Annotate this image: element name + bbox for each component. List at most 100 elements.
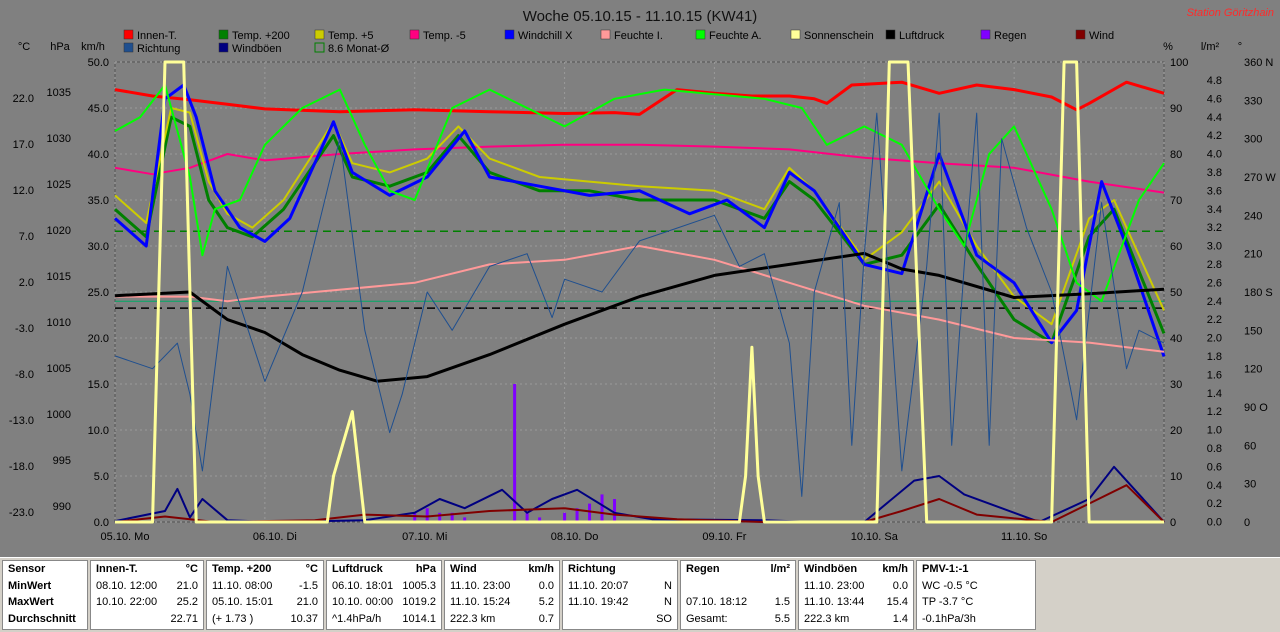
series-innen-t- xyxy=(114,80,1165,116)
stats-row: 11.10. 15:24 5.2 xyxy=(445,594,559,611)
stats-cell-label: 11.10. 19:42 xyxy=(568,596,629,608)
stats-cell-label: Windböen xyxy=(804,563,858,575)
legend-label: 8.6 Monat-Ø xyxy=(328,43,390,55)
stats-cell-label: 222.3 km xyxy=(804,612,850,625)
humidity-tick-label: 30 xyxy=(1170,379,1182,391)
station-name: Station Göritzhain xyxy=(1187,7,1274,19)
stats-cell-label: 10.10. 00:00 xyxy=(332,596,394,608)
legend-swatch xyxy=(314,42,325,53)
temp-tick-label: 2.0 xyxy=(19,277,34,289)
direction-tick-label: 330 xyxy=(1244,95,1262,107)
stats-cell-value: °C xyxy=(305,563,318,575)
rain-tick-label: 2.6 xyxy=(1207,277,1222,289)
stats-cell-value: -1.5 xyxy=(299,579,318,592)
series-temp-5 xyxy=(114,143,1165,194)
rain-bar xyxy=(538,517,542,522)
temp-tick-label: -23.0 xyxy=(9,507,34,519)
legend-swatch xyxy=(980,29,991,40)
rain-bar xyxy=(563,512,567,522)
pressure-tick-label: 1035 xyxy=(47,87,71,99)
day-tick-label: 08.10. Do xyxy=(551,531,599,543)
axis-unit-label: hPa xyxy=(50,41,70,53)
legend-swatch xyxy=(504,29,515,40)
stats-row: 07.10. 18:12 1.5 xyxy=(681,594,795,611)
stats-cell-label: Regen xyxy=(686,563,720,575)
rain-tick-label: 2.2 xyxy=(1207,314,1222,326)
stats-column: Regen l/m² 07.10. 18:12 1.5 Gesamt: 5.5 xyxy=(680,560,796,630)
stats-header: Innen-T. °C xyxy=(91,561,203,578)
stats-cell-label: 11.10. 23:00 xyxy=(450,579,511,592)
rain-bar xyxy=(588,503,592,522)
stats-row: 222.3 km 0.7 xyxy=(445,611,559,628)
rain-tick-label: 3.6 xyxy=(1207,185,1222,197)
wind-tick-label: 40.0 xyxy=(88,149,109,161)
humidity-tick-label: 10 xyxy=(1170,471,1182,483)
legend-swatch xyxy=(885,29,896,40)
stats-cell-label: 222.3 km xyxy=(450,612,496,625)
rain-tick-label: 4.2 xyxy=(1207,130,1222,142)
rain-tick-label: 2.8 xyxy=(1207,259,1222,271)
rain-tick-label: 0.4 xyxy=(1207,480,1222,492)
stats-cell-value: 10.37 xyxy=(290,612,318,625)
series-temp-5 xyxy=(114,107,1165,326)
legend-label: Wind xyxy=(1089,30,1114,42)
stats-row: TP -3.7 °C xyxy=(917,594,1035,611)
wind-tick-label: 10.0 xyxy=(88,425,109,437)
stats-cell-label: Richtung xyxy=(568,563,616,575)
stats-cell-value: km/h xyxy=(882,563,908,575)
rain-bar xyxy=(600,494,604,522)
rain-tick-label: 1.4 xyxy=(1207,388,1222,400)
temp-tick-label: 17.0 xyxy=(13,139,34,151)
legend-label: Regen xyxy=(994,30,1026,42)
stats-row: 11.10. 23:00 0.0 xyxy=(445,578,559,595)
stats-cell-value: 0.7 xyxy=(538,612,554,625)
legend-swatch xyxy=(123,42,134,53)
rain-tick-label: 3.8 xyxy=(1207,167,1222,179)
legend-swatch xyxy=(600,29,611,40)
axis-unit-label: ° xyxy=(1238,41,1242,53)
stats-column: Wind km/h 11.10. 23:00 0.0 11.10. 15:24 5.2 22… xyxy=(444,560,560,630)
stats-cell-label: Luftdruck xyxy=(332,563,383,575)
temp-tick-label: 7.0 xyxy=(19,231,34,243)
rain-tick-label: 1.6 xyxy=(1207,369,1222,381)
series-luftdruck xyxy=(114,251,1165,383)
day-tick-label: 07.10. Mi xyxy=(402,531,447,543)
stats-cell-value: 0.0 xyxy=(538,579,554,592)
stats-cell-value: N xyxy=(664,579,672,592)
stats-header: Luftdruck hPa xyxy=(327,561,441,578)
wind-tick-label: 20.0 xyxy=(88,333,109,345)
legend-label: Feuchte A. xyxy=(709,30,762,42)
temp-tick-label: 22.0 xyxy=(13,93,34,105)
rain-bar xyxy=(575,508,579,522)
rain-tick-label: 4.8 xyxy=(1207,75,1222,87)
stats-cell-value: 1014.1 xyxy=(402,612,436,625)
stats-cell-value: 5.2 xyxy=(538,596,554,608)
pressure-tick-label: 1030 xyxy=(47,133,71,145)
series-richtung xyxy=(114,112,1165,497)
stats-cell-value: 15.4 xyxy=(886,596,908,608)
stats-cell-value: km/h xyxy=(528,563,554,575)
stats-cell-label: Gesamt: xyxy=(686,612,728,625)
stats-row: 08.10. 12:00 21.0 xyxy=(91,578,203,595)
wind-tick-label: 0.0 xyxy=(94,517,109,529)
humidity-tick-label: 90 xyxy=(1170,103,1182,115)
stats-row: 222.3 km 1.4 xyxy=(799,611,913,628)
rain-bar xyxy=(513,384,517,522)
temp-tick-label: -18.0 xyxy=(9,461,34,473)
stats-header: Richtung xyxy=(563,561,677,578)
stats-cell-label: 07.10. 18:12 xyxy=(686,596,748,608)
legend-swatch xyxy=(218,29,229,40)
rain-tick-label: 3.2 xyxy=(1207,222,1222,234)
stats-row: (+ 1.73 ) 10.37 xyxy=(207,611,323,628)
legend-label: Luftdruck xyxy=(899,30,945,42)
day-tick-label: 06.10. Di xyxy=(253,531,297,543)
legend-label: Innen-T. xyxy=(137,30,177,42)
stats-cell-value: 0.0 xyxy=(892,579,908,592)
stats-cell-label: 10.10. 22:00 xyxy=(96,596,158,608)
stats-cell-label: 05.10. 15:01 xyxy=(212,596,274,608)
wind-tick-label: 5.0 xyxy=(94,471,109,483)
humidity-tick-label: 0 xyxy=(1170,517,1176,529)
stats-cell-value: 25.2 xyxy=(176,596,198,608)
wind-tick-label: 15.0 xyxy=(88,379,109,391)
stats-header: Wind km/h xyxy=(445,561,559,578)
